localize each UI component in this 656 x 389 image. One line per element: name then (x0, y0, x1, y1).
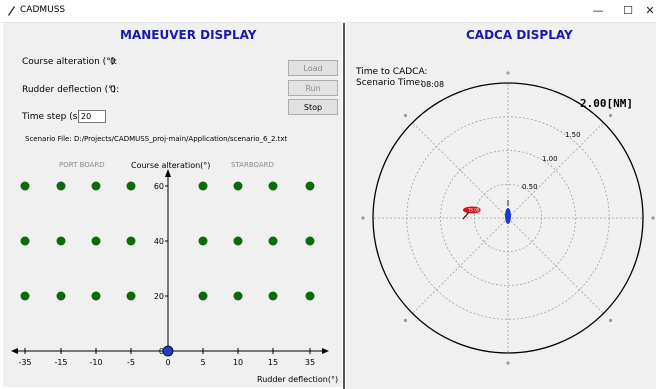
maneuver-option-dot[interactable] (20, 236, 30, 246)
maneuver-option-dot[interactable] (198, 236, 208, 246)
maneuver-option-dot[interactable] (56, 236, 66, 246)
x-tick-label: 0 (165, 358, 170, 367)
target-ship-heading (462, 211, 470, 220)
radar-bearing-marker (506, 71, 510, 75)
maneuver-option-dot[interactable] (20, 181, 30, 191)
maneuver-option-dot[interactable] (233, 236, 243, 246)
time-step-input[interactable]: 20 (78, 110, 106, 123)
maneuver-option-dot[interactable] (198, 291, 208, 301)
radar-bearing-line (507, 122, 604, 219)
y-axis-title: Course alteration(°) (131, 161, 211, 170)
range-label-1-50: 1.50 (565, 131, 581, 139)
y-axis-arrow (165, 169, 171, 177)
window-titlebar: CADMUSS — ☐ ✕ (0, 0, 656, 23)
radar-display[interactable]: TS 001 (346, 23, 656, 389)
x-tick-label: -35 (18, 358, 31, 367)
minimize-button[interactable]: — (592, 4, 604, 17)
course-alteration-value: 0 (110, 57, 116, 67)
x-tick-label: 10 (233, 358, 243, 367)
maneuver-option-dot[interactable] (56, 181, 66, 191)
target-ship-label: TS 001 (467, 208, 482, 213)
maneuver-option-dot[interactable] (233, 181, 243, 191)
radar-bearing-line (412, 217, 509, 314)
cadca-panel: CADCA DISPLAY Time to CADCA: Scenario Ti… (346, 23, 656, 389)
maneuver-option-dot[interactable] (268, 181, 278, 191)
maneuver-option-dot[interactable] (305, 181, 315, 191)
time-step-label: Time step (s): (22, 112, 84, 122)
maneuver-option-dot[interactable] (305, 291, 315, 301)
maneuver-option-dot[interactable] (198, 181, 208, 191)
y-tick-label: 40 (154, 237, 164, 246)
maneuver-option-dot[interactable] (305, 236, 315, 246)
scenario-file-path: Scenario File: D:/Projects/CADMUSS_proj-… (25, 135, 288, 143)
close-button[interactable]: ✕ (645, 4, 655, 17)
stop-button[interactable]: Stop (288, 99, 338, 115)
cadca-title: CADCA DISPLAY (466, 28, 573, 42)
y-tick-label: 60 (154, 182, 164, 191)
current-maneuver-dot (162, 345, 174, 357)
app-feather-icon (8, 6, 15, 16)
scenario-time-value: 08:08 (421, 80, 445, 89)
maneuver-title: MANEUVER DISPLAY (120, 28, 257, 42)
radar-bearing-marker (651, 216, 655, 220)
x-axis-right-arrow (322, 348, 329, 354)
radar-bearing-line (412, 122, 509, 219)
radar-bearing-marker (403, 113, 408, 118)
radar-bearing-marker (608, 318, 613, 323)
x-tick-label: -15 (54, 358, 67, 367)
range-max-label: 2.00[NM] (580, 97, 633, 110)
x-axis-title: Rudder deflection(°) (257, 375, 339, 384)
y-tick-label: 0 (159, 347, 164, 356)
x-tick-label: 35 (305, 358, 315, 367)
scenario-time-label: Scenario Time: (356, 78, 424, 88)
maneuver-option-dot[interactable] (91, 181, 101, 191)
radar-outer-ring (372, 82, 644, 354)
maneuver-option-dot[interactable] (268, 291, 278, 301)
range-label-1-00: 1.00 (542, 155, 558, 163)
y-tick-label: 20 (154, 292, 164, 301)
maneuver-option-dot[interactable] (56, 291, 66, 301)
starboard-label: STARBOARD (231, 161, 274, 169)
rudder-deflection-value: 0 (110, 85, 116, 95)
maneuver-option-dot[interactable] (91, 236, 101, 246)
x-tick-label: 15 (268, 358, 278, 367)
maneuver-option-dot[interactable] (20, 291, 30, 301)
x-tick-label: 5 (200, 358, 205, 367)
course-alteration-label: Course alteration (°): (22, 57, 118, 67)
rudder-deflection-label: Rudder deflection (°): (22, 85, 120, 95)
x-axis-left-arrow (11, 348, 18, 354)
x-tick-label: -5 (127, 358, 135, 367)
radar-range-ring (440, 150, 576, 286)
maneuver-option-dot[interactable] (126, 291, 136, 301)
maneuver-option-dot[interactable] (91, 291, 101, 301)
panel-divider (343, 23, 345, 389)
maneuver-option-dot[interactable] (126, 181, 136, 191)
x-tick-label: -10 (89, 358, 102, 367)
window-title: CADMUSS (20, 5, 66, 15)
maneuver-option-dot[interactable] (268, 236, 278, 246)
target-ship-icon (463, 206, 481, 214)
port-board-label: PORT BOARD (59, 161, 105, 169)
radar-bearing-marker (403, 318, 408, 323)
maneuver-option-dot[interactable] (126, 236, 136, 246)
maneuver-option-dot[interactable] (233, 291, 243, 301)
maneuver-plot[interactable]: -35 -15 -10 -5 0 5 10 15 35 60 40 20 0 (3, 23, 342, 387)
time-to-cadca-label: Time to CADCA: (356, 67, 428, 77)
maneuver-panel: MANEUVER DISPLAY Course alteration (°): … (3, 23, 342, 387)
own-ship-icon (505, 208, 511, 224)
radar-bearing-marker (361, 216, 365, 220)
maximize-button[interactable]: ☐ (623, 4, 633, 17)
radar-bearing-marker (506, 361, 510, 365)
radar-bearing-marker (608, 113, 613, 118)
radar-bearing-line (507, 217, 604, 314)
range-label-0-50: 0.50 (522, 183, 538, 191)
